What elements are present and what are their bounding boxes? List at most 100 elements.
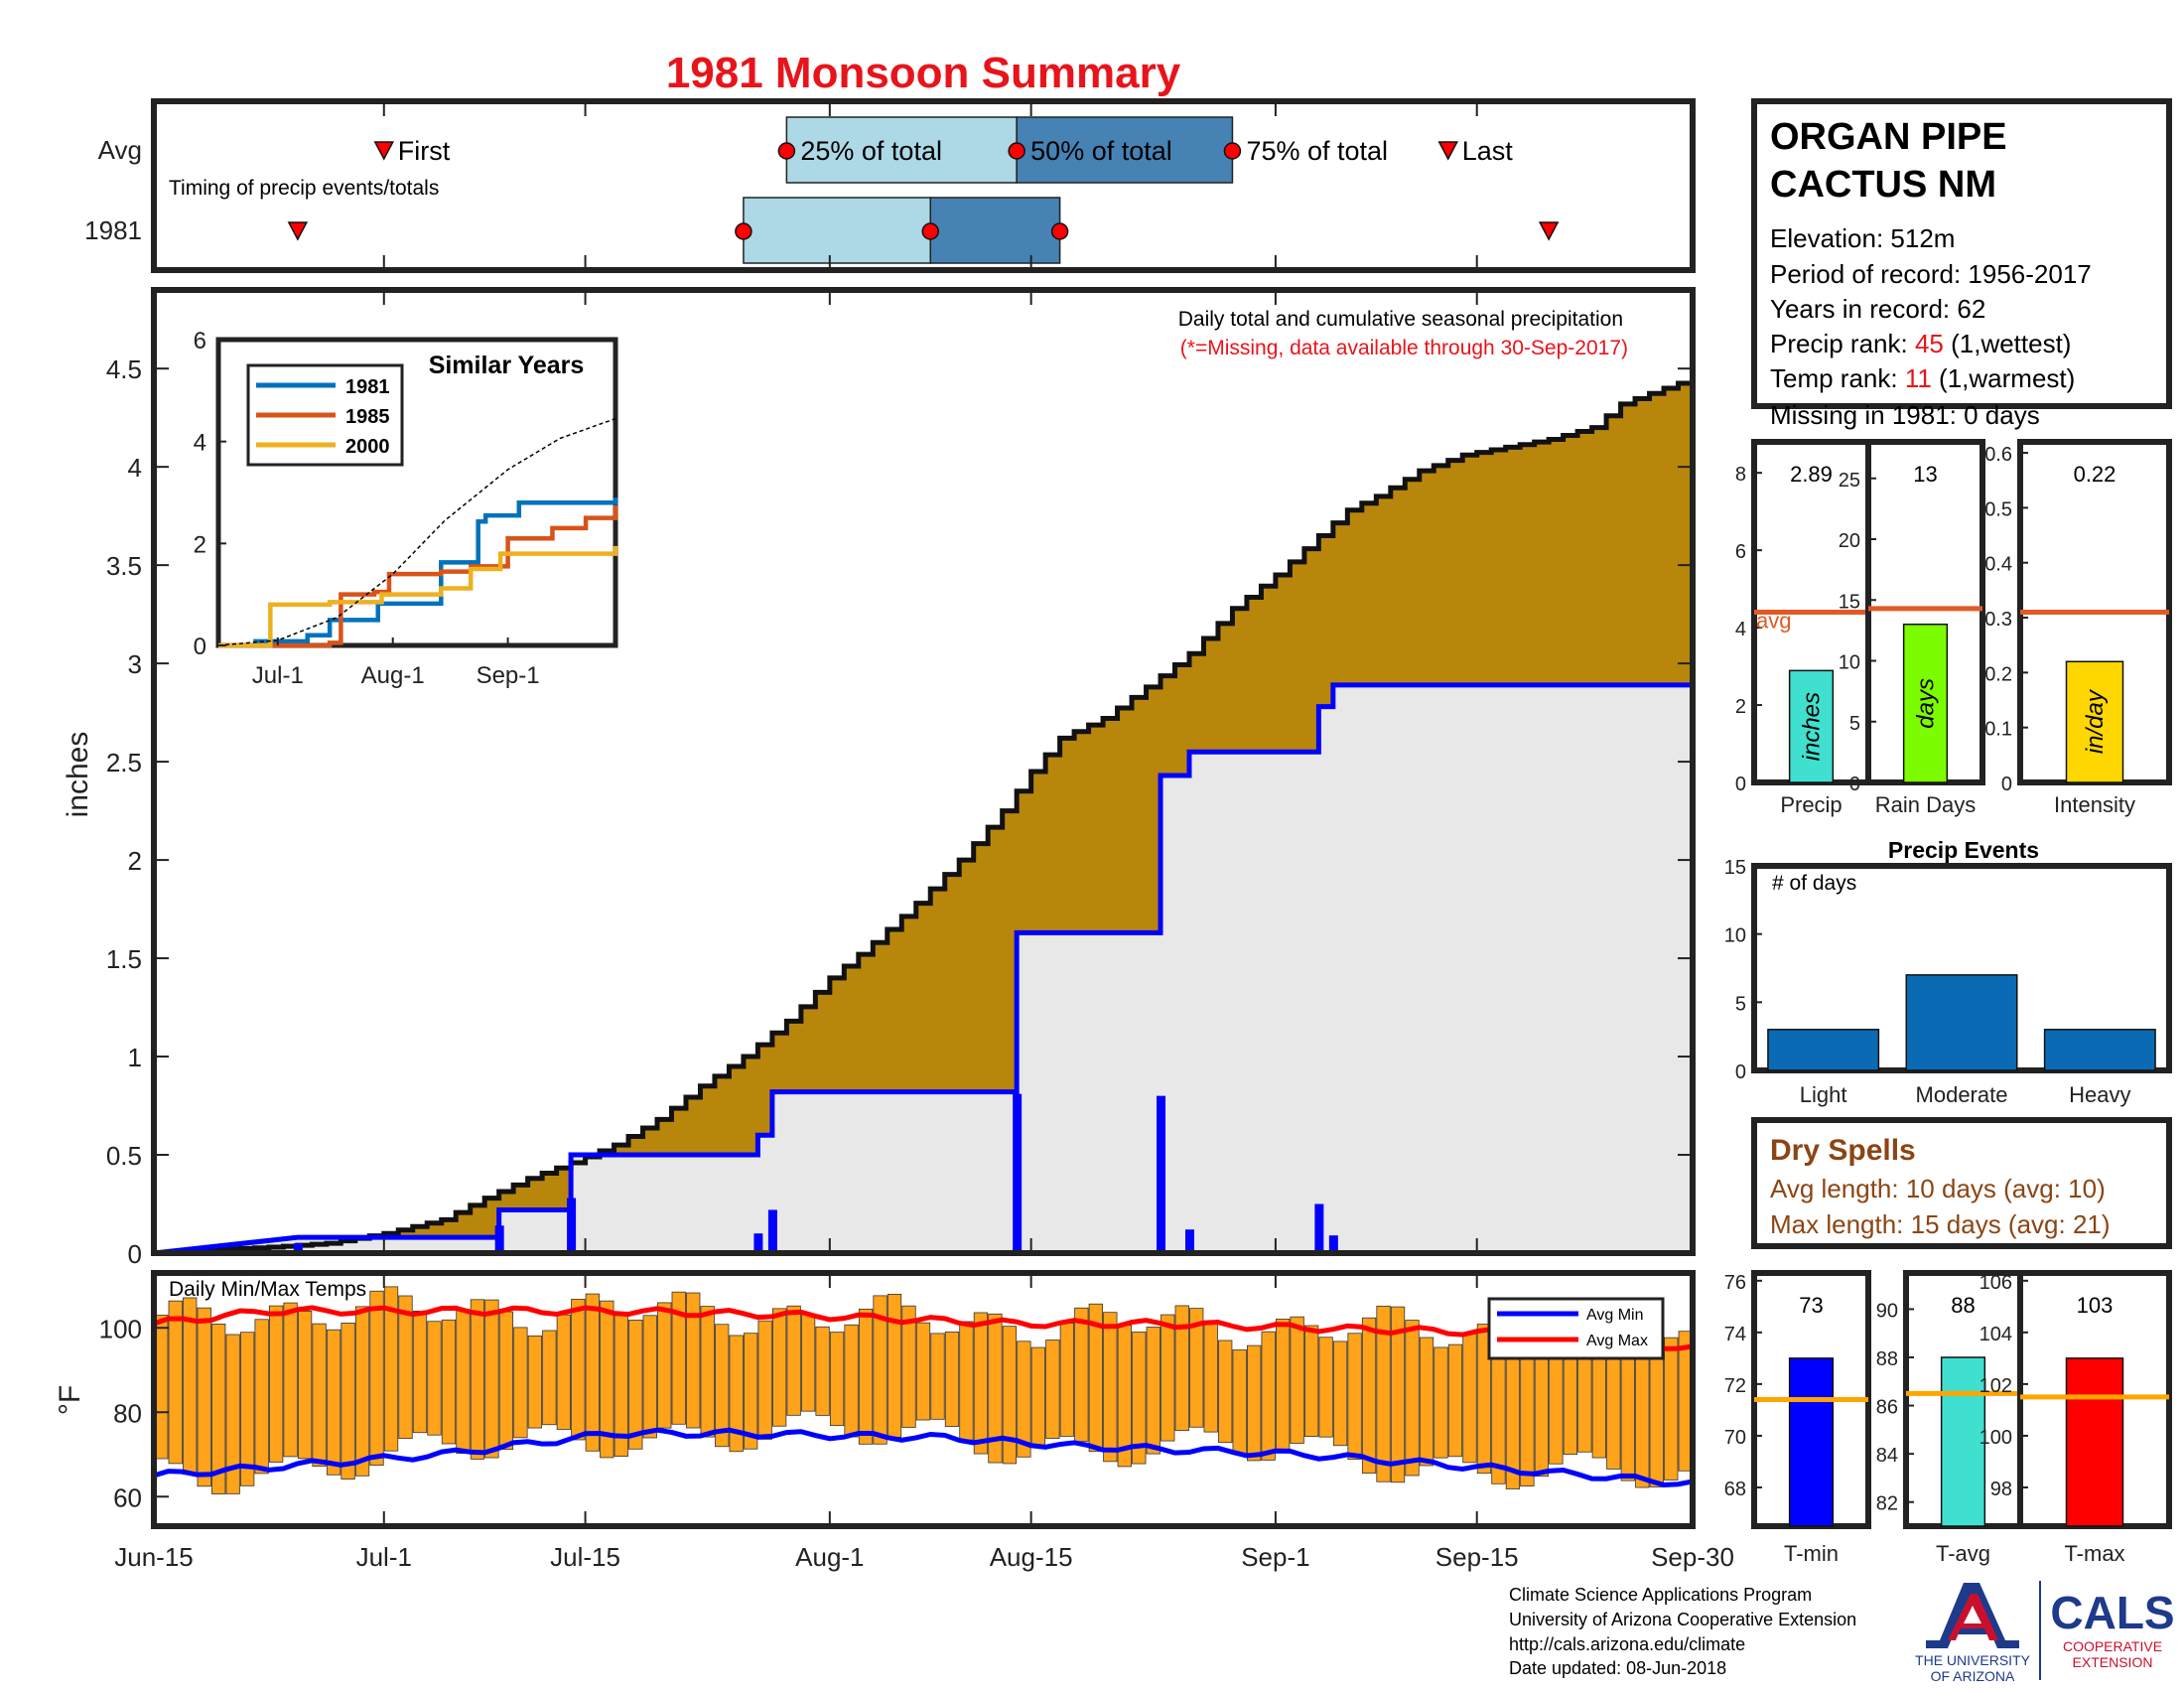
- daily-temp-bar-3: [197, 1307, 211, 1487]
- daily-temp-bar-88: [1419, 1337, 1434, 1467]
- daily-temp-bar-12: [326, 1329, 341, 1476]
- daily-temp-bar-43: [771, 1308, 787, 1427]
- chart-title: 1981 Monsoon Summary: [666, 49, 1181, 97]
- date-tick-label-3: Aug-1: [795, 1542, 864, 1572]
- panel-value-1: 13: [1913, 462, 1937, 487]
- daily-temp-bar-91: [1462, 1333, 1477, 1464]
- precip-tick-label-9: 4.5: [106, 354, 142, 384]
- timing-label-avg: Avg: [98, 135, 142, 165]
- events-bar-1: [1905, 974, 2018, 1071]
- daily-temp-bar-31: [600, 1300, 614, 1459]
- daily-temp-bar-13: [341, 1322, 355, 1480]
- panel-avg-text-0: avg: [1756, 609, 1791, 634]
- panel-bar-0: [1788, 1357, 1835, 1527]
- panel-bar-2: [2065, 1357, 2124, 1527]
- obs-last-marker: [1538, 221, 1560, 241]
- daily-temp-bar-15: [369, 1290, 384, 1466]
- temps-y-label: °F: [54, 1385, 86, 1415]
- station-name-line2: CACTUS NM: [1770, 164, 1996, 206]
- daily-temp-bar-50: [873, 1295, 887, 1445]
- dry-spells-frame: [1751, 1117, 2172, 1249]
- legend-label-avg-max: Avg Max: [1586, 1333, 1648, 1349]
- panel-0-tick-label-2: 72: [1724, 1375, 1746, 1397]
- daily-temp-bar-2: [183, 1297, 198, 1476]
- daily-temp-bar-9: [283, 1302, 298, 1458]
- panel-value-2: 103: [2077, 1293, 2114, 1318]
- events-category-2: Heavy: [2069, 1082, 2130, 1107]
- date-tick-label-0: Jun-15: [114, 1542, 194, 1572]
- daily-temp-bar-11: [312, 1323, 327, 1467]
- panel-2-tick-label-1: 0.1: [1984, 719, 2012, 741]
- station-info-box: ORGAN PIPE CACTUS NM Elevation: 512m Per…: [1751, 98, 2172, 430]
- daily-temp-bar-25: [513, 1327, 528, 1439]
- panel-2-tick-label-3: 0.3: [1984, 609, 2012, 631]
- panel-0-tick-label-3: 74: [1724, 1324, 1746, 1345]
- dry-spells-avg: Avg length: 10 days (avg: 10): [1770, 1174, 2106, 1203]
- daily-temp-bar-40: [729, 1335, 744, 1453]
- timing-p50-label: 50% of total: [1030, 136, 1172, 166]
- precip-tick-label-6: 3: [128, 649, 142, 679]
- daily-temp-bar-21: [456, 1309, 471, 1455]
- daily-temp-bar-51: [887, 1294, 902, 1438]
- avg-first-marker: [373, 141, 395, 161]
- precip-tick-label-1: 0.5: [106, 1141, 142, 1171]
- events-bar-2: [2043, 1029, 2156, 1071]
- precip-note-1: Daily total and cumulative seasonal prec…: [1178, 308, 1623, 331]
- inset-series-2000: [218, 545, 618, 648]
- precip-rank-note: (1,wettest): [1944, 329, 2072, 358]
- panel-1-tick-label-2: 86: [1876, 1397, 1898, 1419]
- precip-tick-label-4: 2: [128, 846, 142, 876]
- avg-min-line: [153, 1427, 1694, 1487]
- date-x-axis: Jun-15 Jul-1 Jul-15 Aug-1 Aug-15 Sep-1 Sep-15 S…: [114, 101, 1734, 1572]
- daily-temp-bar-75: [1232, 1349, 1247, 1455]
- daily-temp-bar-45: [800, 1314, 816, 1412]
- station-frame: [1751, 98, 2172, 409]
- daily-temp-bar-5: [225, 1334, 240, 1494]
- avg-p25-marker: [777, 142, 796, 160]
- events-plot: Light Moderate Heavy 0 5 10 15: [1724, 857, 2172, 1107]
- daily-temp-bar-77: [1261, 1331, 1276, 1461]
- panel-1-tick-label-1: 84: [1876, 1445, 1898, 1467]
- daily-precip-bar-9: [1328, 1235, 1338, 1253]
- obs-p25-marker: [735, 222, 752, 240]
- temp-rank-note: (1,warmest): [1932, 363, 2075, 393]
- daily-temp-bar-96: [1534, 1355, 1550, 1478]
- panel-2-tick-label-0: 0: [2001, 774, 2012, 795]
- daily-temp-bar-84: [1361, 1317, 1377, 1474]
- panel-2-tick-label-4: 0.4: [1984, 554, 2012, 576]
- daily-temp-bar-68: [1132, 1332, 1147, 1465]
- daily-temp-bar-83: [1347, 1333, 1362, 1461]
- inset-ytick-label-0: 0: [194, 634, 206, 660]
- daily-temp-bar-22: [470, 1299, 485, 1460]
- panel-1-tick-label-4: 90: [1876, 1300, 1898, 1322]
- daily-temp-bar-85: [1376, 1305, 1391, 1482]
- timing-first-label: First: [398, 136, 451, 166]
- daily-temp-bar-62: [1045, 1340, 1060, 1439]
- daily-temp-bar-18: [412, 1310, 428, 1434]
- panel-bar-0: [1788, 669, 1835, 783]
- footer-line1: Climate Science Applications Program: [1509, 1585, 1812, 1605]
- precip-tick-label-7: 3.5: [106, 551, 142, 581]
- daily-temp-bar-30: [585, 1293, 600, 1452]
- panel-0-tick-label-4: 8: [1735, 464, 1746, 486]
- inset-title: Similar Years: [429, 352, 585, 379]
- daily-temp-bar-87: [1405, 1320, 1420, 1477]
- daily-temp-bar-92: [1476, 1324, 1492, 1475]
- daily-temp-bar-66: [1103, 1312, 1118, 1463]
- panel-1-tick-label-0: 82: [1876, 1493, 1898, 1515]
- panel-1-tick-label-1: 5: [1849, 713, 1860, 735]
- daily-temp-bar-20: [441, 1319, 457, 1445]
- avg-p50-marker: [1008, 142, 1025, 160]
- precip-panel: 0 0.5 1 1.5 2 2.5 3 3.5 4 4.5 inches Daily total …: [62, 287, 1696, 1269]
- daily-temp-bar-47: [829, 1332, 845, 1427]
- daily-temp-bar-102: [1620, 1341, 1635, 1481]
- events-category-1: Moderate: [1916, 1082, 2008, 1107]
- daily-temp-bar-27: [542, 1330, 557, 1426]
- precip-tick-label-3: 1.5: [106, 944, 142, 974]
- daily-temp-bar-39: [715, 1324, 730, 1448]
- panel-1-tick-label-4: 20: [1839, 530, 1860, 552]
- daily-temp-bar-24: [498, 1311, 514, 1451]
- daily-temp-bar-14: [354, 1306, 370, 1477]
- daily-temp-bar-78: [1276, 1319, 1291, 1454]
- daily-precip-bar-8: [1314, 1203, 1324, 1253]
